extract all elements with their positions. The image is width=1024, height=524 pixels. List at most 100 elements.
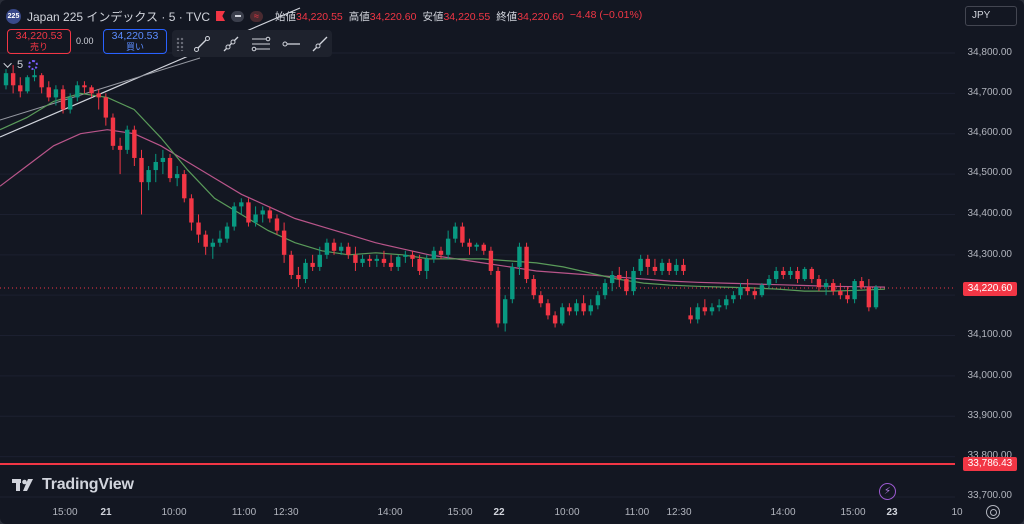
candle-body — [724, 299, 729, 306]
time-tick: 11:00 — [231, 507, 257, 518]
tradingview-logo[interactable]: TradingView — [12, 476, 134, 494]
candle-body — [495, 270, 501, 324]
candle-body — [873, 287, 879, 308]
wave-icon[interactable]: ≈ — [250, 10, 264, 22]
price-tick: 34,000.00 — [967, 370, 1013, 381]
candle-body — [702, 307, 708, 312]
candle-body — [246, 202, 251, 223]
candle-body — [39, 75, 44, 88]
time-tick: 15:00 — [447, 507, 473, 518]
candle-body — [738, 287, 743, 296]
close-label: 終値 — [496, 10, 518, 23]
price-tick: 34,700.00 — [967, 87, 1013, 98]
trend-line-tool-icon[interactable] — [190, 32, 214, 56]
candle-body — [838, 291, 843, 296]
candle-body — [681, 264, 686, 271]
candle-body — [367, 258, 372, 261]
candle-body — [674, 264, 679, 271]
time-tick: 11:00 — [624, 507, 650, 518]
candle-body — [552, 315, 558, 324]
candle-body — [139, 157, 144, 183]
candle-body — [303, 262, 308, 280]
candle-body — [845, 295, 850, 300]
buy-button[interactable]: 34,220.53 買い — [103, 29, 167, 54]
candle-body — [281, 230, 287, 255]
candle-body — [346, 246, 351, 255]
candle-body — [110, 117, 116, 146]
time-tick: 15:00 — [52, 507, 78, 518]
candle-body — [60, 89, 66, 110]
symbol-title[interactable]: Japan 225 インデックス · 5 · TVC — [27, 9, 211, 24]
candle-body — [324, 242, 330, 255]
candle-body — [624, 279, 629, 292]
spread-value: 0.00 — [76, 36, 94, 46]
price-tick: 34,800.00 — [967, 47, 1013, 58]
sell-price: 34,220.53 — [15, 29, 63, 42]
price-tick: 34,300.00 — [967, 249, 1013, 260]
candle-body — [617, 275, 622, 280]
candle-body — [32, 75, 37, 78]
ohlc-values: 始値34,220.55 高値34,220.60 安値34,220.55 終値34… — [275, 9, 642, 24]
sell-button[interactable]: 34,220.53 売り — [7, 29, 71, 54]
time-tick: 14:00 — [377, 507, 403, 518]
minimize-icon[interactable] — [231, 10, 245, 22]
time-tick: 10 — [951, 507, 963, 518]
drag-handle-icon[interactable] — [176, 36, 184, 51]
candle-body — [353, 254, 358, 263]
indicator-icon[interactable] — [28, 60, 39, 70]
candle-body — [560, 307, 565, 324]
candle-body — [217, 238, 223, 243]
candle-body — [502, 299, 508, 324]
candle-body — [659, 262, 665, 271]
candle-body — [666, 262, 672, 271]
interval-selector[interactable]: 5 — [3, 59, 39, 71]
low-value: 34,220.55 — [443, 10, 491, 23]
candle-body — [695, 307, 700, 320]
candle-body — [125, 129, 130, 150]
candle-body — [852, 281, 857, 300]
candle-body — [795, 270, 800, 280]
candle-body — [731, 295, 736, 300]
candle-body — [53, 89, 59, 98]
high-label: 高値 — [348, 10, 370, 23]
lightning-icon[interactable]: ⚡ — [879, 483, 896, 500]
candle-body — [866, 287, 872, 308]
candle-body — [488, 250, 494, 271]
candle-body — [317, 254, 322, 267]
time-tick: 15:00 — [840, 507, 866, 518]
drawing-toolbar — [172, 30, 332, 57]
close-value: 34,220.60 — [517, 10, 564, 23]
buy-label: 買い — [125, 41, 144, 52]
candle-body — [196, 222, 201, 235]
currency-selector[interactable]: JPY — [965, 6, 1017, 26]
candle-body — [25, 77, 30, 92]
candle-body — [410, 254, 415, 259]
candle-body — [816, 279, 822, 288]
flag-icon[interactable] — [216, 11, 226, 21]
candle-body — [788, 270, 793, 275]
trend-line-drawing-2[interactable] — [0, 57, 201, 121]
candle-body — [360, 258, 365, 263]
candle-body — [331, 242, 337, 251]
low-label: 安値 — [422, 10, 444, 23]
candle-body — [460, 226, 465, 243]
last-price-tag: 34,220.60 — [963, 282, 1017, 296]
gear-icon[interactable] — [986, 505, 1000, 519]
trend-line-drawing[interactable] — [0, 7, 301, 138]
candle-body — [381, 258, 387, 263]
candle-body — [752, 291, 757, 296]
candle-body — [438, 250, 444, 255]
candle-body — [224, 226, 230, 239]
candle-body — [567, 307, 572, 312]
fib-retracement-tool-icon[interactable] — [249, 32, 273, 56]
extended-line-tool-icon[interactable] — [308, 32, 332, 56]
open-label: 始値 — [275, 10, 297, 23]
candle-body — [296, 275, 301, 280]
candle-body — [96, 93, 101, 98]
candle-body — [638, 258, 643, 271]
ray-tool-icon[interactable] — [220, 32, 244, 56]
horizontal-ray-tool-icon[interactable] — [279, 32, 303, 56]
candle-body — [524, 246, 529, 280]
